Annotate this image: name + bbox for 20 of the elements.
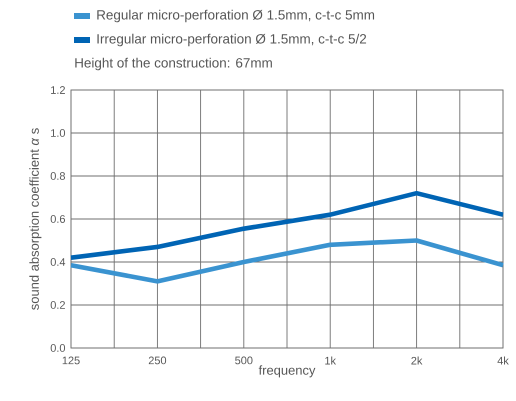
y-tick-label: 0.6 [50, 215, 65, 223]
y-tick-label: 0.4 [50, 258, 66, 266]
x-tick-label: 250 [148, 356, 166, 364]
x-axis-title: frequency [258, 365, 316, 378]
y-tick-label: 0.0 [50, 344, 66, 352]
y-tick-label: 1.2 [51, 86, 65, 94]
line-series [68, 238, 506, 284]
x-tick-label: 4k [497, 356, 509, 364]
text: Height of the construction: 67mm [75, 58, 272, 70]
line-series [68, 190, 506, 260]
x-tick-label: 125 [62, 356, 80, 364]
legend-label: Irregular micro-perforation Ø 1.5mm, c-t-c 5/2 [97, 34, 366, 46]
x-tick-label: 2k [411, 356, 422, 364]
legend-label: Regular micro-perforation Ø 1.5mm, c-t-c 5mm [97, 10, 374, 22]
y-axis-title: sound absorption coefficient α s [29, 128, 42, 310]
y-tick-label: 1.0 [51, 129, 66, 137]
y-tick-label: 0.2 [50, 301, 65, 309]
x-tick-label: 1k [325, 356, 336, 364]
x-tick-label: 500 [235, 356, 253, 364]
y-tick-label: 0.8 [50, 172, 65, 180]
